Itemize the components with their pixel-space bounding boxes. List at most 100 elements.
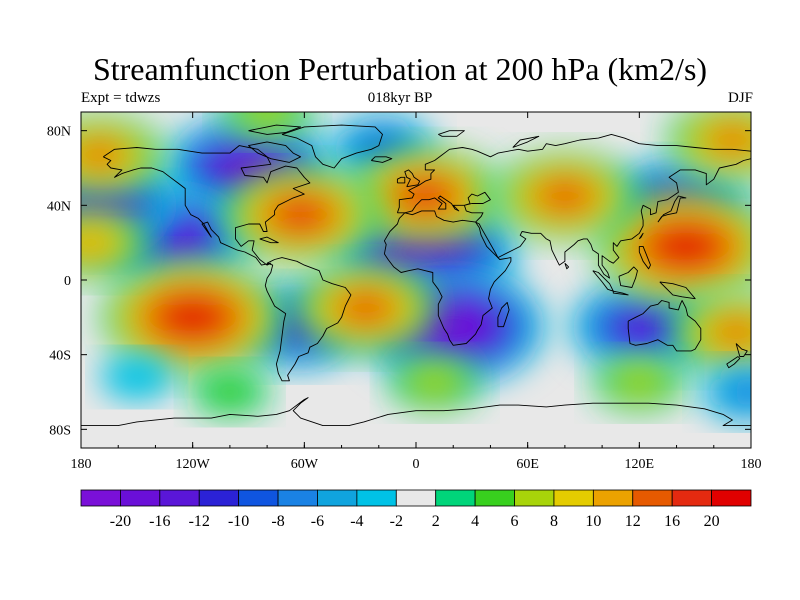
coastline-segment bbox=[627, 300, 702, 352]
lon-tick-label: 60W bbox=[291, 457, 319, 472]
map-axes: 180 120W 60W 0 60E 120E 180 80N 40N 0 40S 80S bbox=[47, 112, 762, 472]
coastline-segment bbox=[726, 356, 741, 369]
lon-tick-label: 180 bbox=[741, 457, 762, 472]
lon-tick-label: 120E bbox=[625, 457, 655, 472]
colorbar-box bbox=[80, 489, 121, 507]
coastline-segment bbox=[657, 195, 687, 223]
coastline-segment bbox=[404, 169, 421, 188]
coastline-segment bbox=[396, 176, 406, 184]
coastline-segment bbox=[81, 397, 751, 427]
field-feature bbox=[492, 150, 638, 242]
coastline-segment bbox=[497, 301, 510, 328]
coastline-segment bbox=[618, 266, 638, 288]
colorbar: -20 -16 -12 -10 -8 -6 -4 -2 2 4 6 8 10 12 16 20 bbox=[80, 489, 752, 530]
field-contour-band bbox=[338, 290, 393, 326]
colorbar-label: 20 bbox=[704, 513, 720, 530]
colorbar-label: -20 bbox=[110, 513, 131, 530]
field-feature bbox=[594, 188, 751, 305]
field-feature bbox=[189, 366, 270, 418]
colorbar-box bbox=[514, 489, 555, 507]
colorbar-label: -10 bbox=[228, 513, 249, 530]
colorbar-box bbox=[277, 489, 318, 507]
field-feature bbox=[388, 353, 482, 412]
coastline-segment bbox=[248, 124, 302, 135]
field-contour-band bbox=[669, 235, 703, 257]
colorbar-label: 2 bbox=[432, 513, 440, 530]
field-contour-band bbox=[408, 241, 442, 263]
field-contour-band bbox=[407, 184, 443, 208]
field-feature bbox=[592, 353, 686, 412]
colorbar-box bbox=[632, 489, 673, 507]
colorbar-label: 4 bbox=[471, 513, 479, 530]
coastline-segment bbox=[396, 133, 751, 279]
field-contour-band bbox=[203, 375, 257, 409]
lat-tick-label: 80N bbox=[47, 125, 71, 140]
colorbar-label: -8 bbox=[271, 513, 284, 530]
colorbar-box bbox=[553, 489, 594, 507]
field-contour-band bbox=[616, 368, 663, 398]
colorbar-label: 6 bbox=[511, 513, 519, 530]
field-feature bbox=[100, 353, 174, 401]
field-contour-band bbox=[615, 309, 671, 344]
colorbar-box bbox=[592, 489, 634, 507]
colorbar-label: -12 bbox=[189, 513, 210, 530]
field-feature bbox=[220, 112, 314, 142]
field-contour-band bbox=[81, 230, 111, 256]
field-contour-band bbox=[411, 368, 458, 398]
field-feature bbox=[100, 259, 285, 376]
lat-tick-label: 40S bbox=[49, 349, 71, 364]
field-contour-band bbox=[283, 203, 319, 226]
colorbar-box bbox=[671, 489, 712, 507]
coastline-segment bbox=[370, 156, 393, 163]
coastline-segment bbox=[612, 290, 629, 296]
colorbar-box bbox=[435, 489, 476, 507]
field-contour-band bbox=[724, 377, 751, 407]
colorbar-box bbox=[159, 489, 200, 507]
coastline-segment bbox=[264, 257, 352, 382]
field-feature bbox=[81, 205, 150, 281]
colorbar-label: 10 bbox=[585, 513, 601, 530]
field-contour-band bbox=[243, 112, 291, 127]
lat-tick-label: 0 bbox=[64, 274, 71, 289]
coastlines bbox=[81, 124, 751, 427]
colorbar-box bbox=[395, 489, 437, 507]
experiment-label: Expt = tdwzs bbox=[81, 90, 161, 106]
colorbar-label: 12 bbox=[625, 513, 641, 530]
time-slice-label: 018kyr BP bbox=[367, 90, 433, 106]
colorbar-box bbox=[474, 489, 515, 507]
colorbar-box bbox=[120, 489, 161, 507]
field-contour-band bbox=[175, 306, 210, 328]
contour-field bbox=[81, 112, 751, 448]
coastline-segment bbox=[659, 281, 696, 300]
field-contour-band bbox=[81, 143, 119, 167]
coastline-segment bbox=[638, 245, 651, 270]
season-label: DJF bbox=[727, 90, 753, 106]
colorbar-label: -4 bbox=[350, 513, 363, 530]
field-feature bbox=[666, 112, 751, 182]
field-feature bbox=[700, 362, 751, 422]
field-feature bbox=[670, 290, 751, 374]
coastline-segment bbox=[248, 141, 302, 163]
colorbar-label: -2 bbox=[390, 513, 403, 530]
lat-tick-label: 40N bbox=[47, 199, 71, 214]
colorbar-label: 16 bbox=[664, 513, 680, 530]
coastline-segment bbox=[638, 232, 644, 240]
lon-tick-label: 0 bbox=[413, 457, 420, 472]
field-contour-band bbox=[537, 178, 593, 214]
field-contour-band bbox=[717, 320, 751, 345]
colorbar-box bbox=[711, 489, 752, 507]
colorbar-box bbox=[317, 489, 358, 507]
coastline-segment bbox=[103, 145, 311, 266]
field-feature bbox=[81, 113, 166, 197]
coastline-segment bbox=[564, 262, 570, 270]
lon-tick-label: 180 bbox=[71, 457, 92, 472]
field-feature bbox=[293, 262, 439, 354]
coastline-segment bbox=[281, 124, 383, 169]
coastline-segment bbox=[438, 130, 465, 137]
colorbar-box bbox=[356, 489, 397, 507]
lon-tick-label: 60E bbox=[516, 457, 539, 472]
field-feature bbox=[221, 165, 380, 265]
colorbar-label: 8 bbox=[550, 513, 558, 530]
lon-tick-label: 120W bbox=[176, 457, 211, 472]
